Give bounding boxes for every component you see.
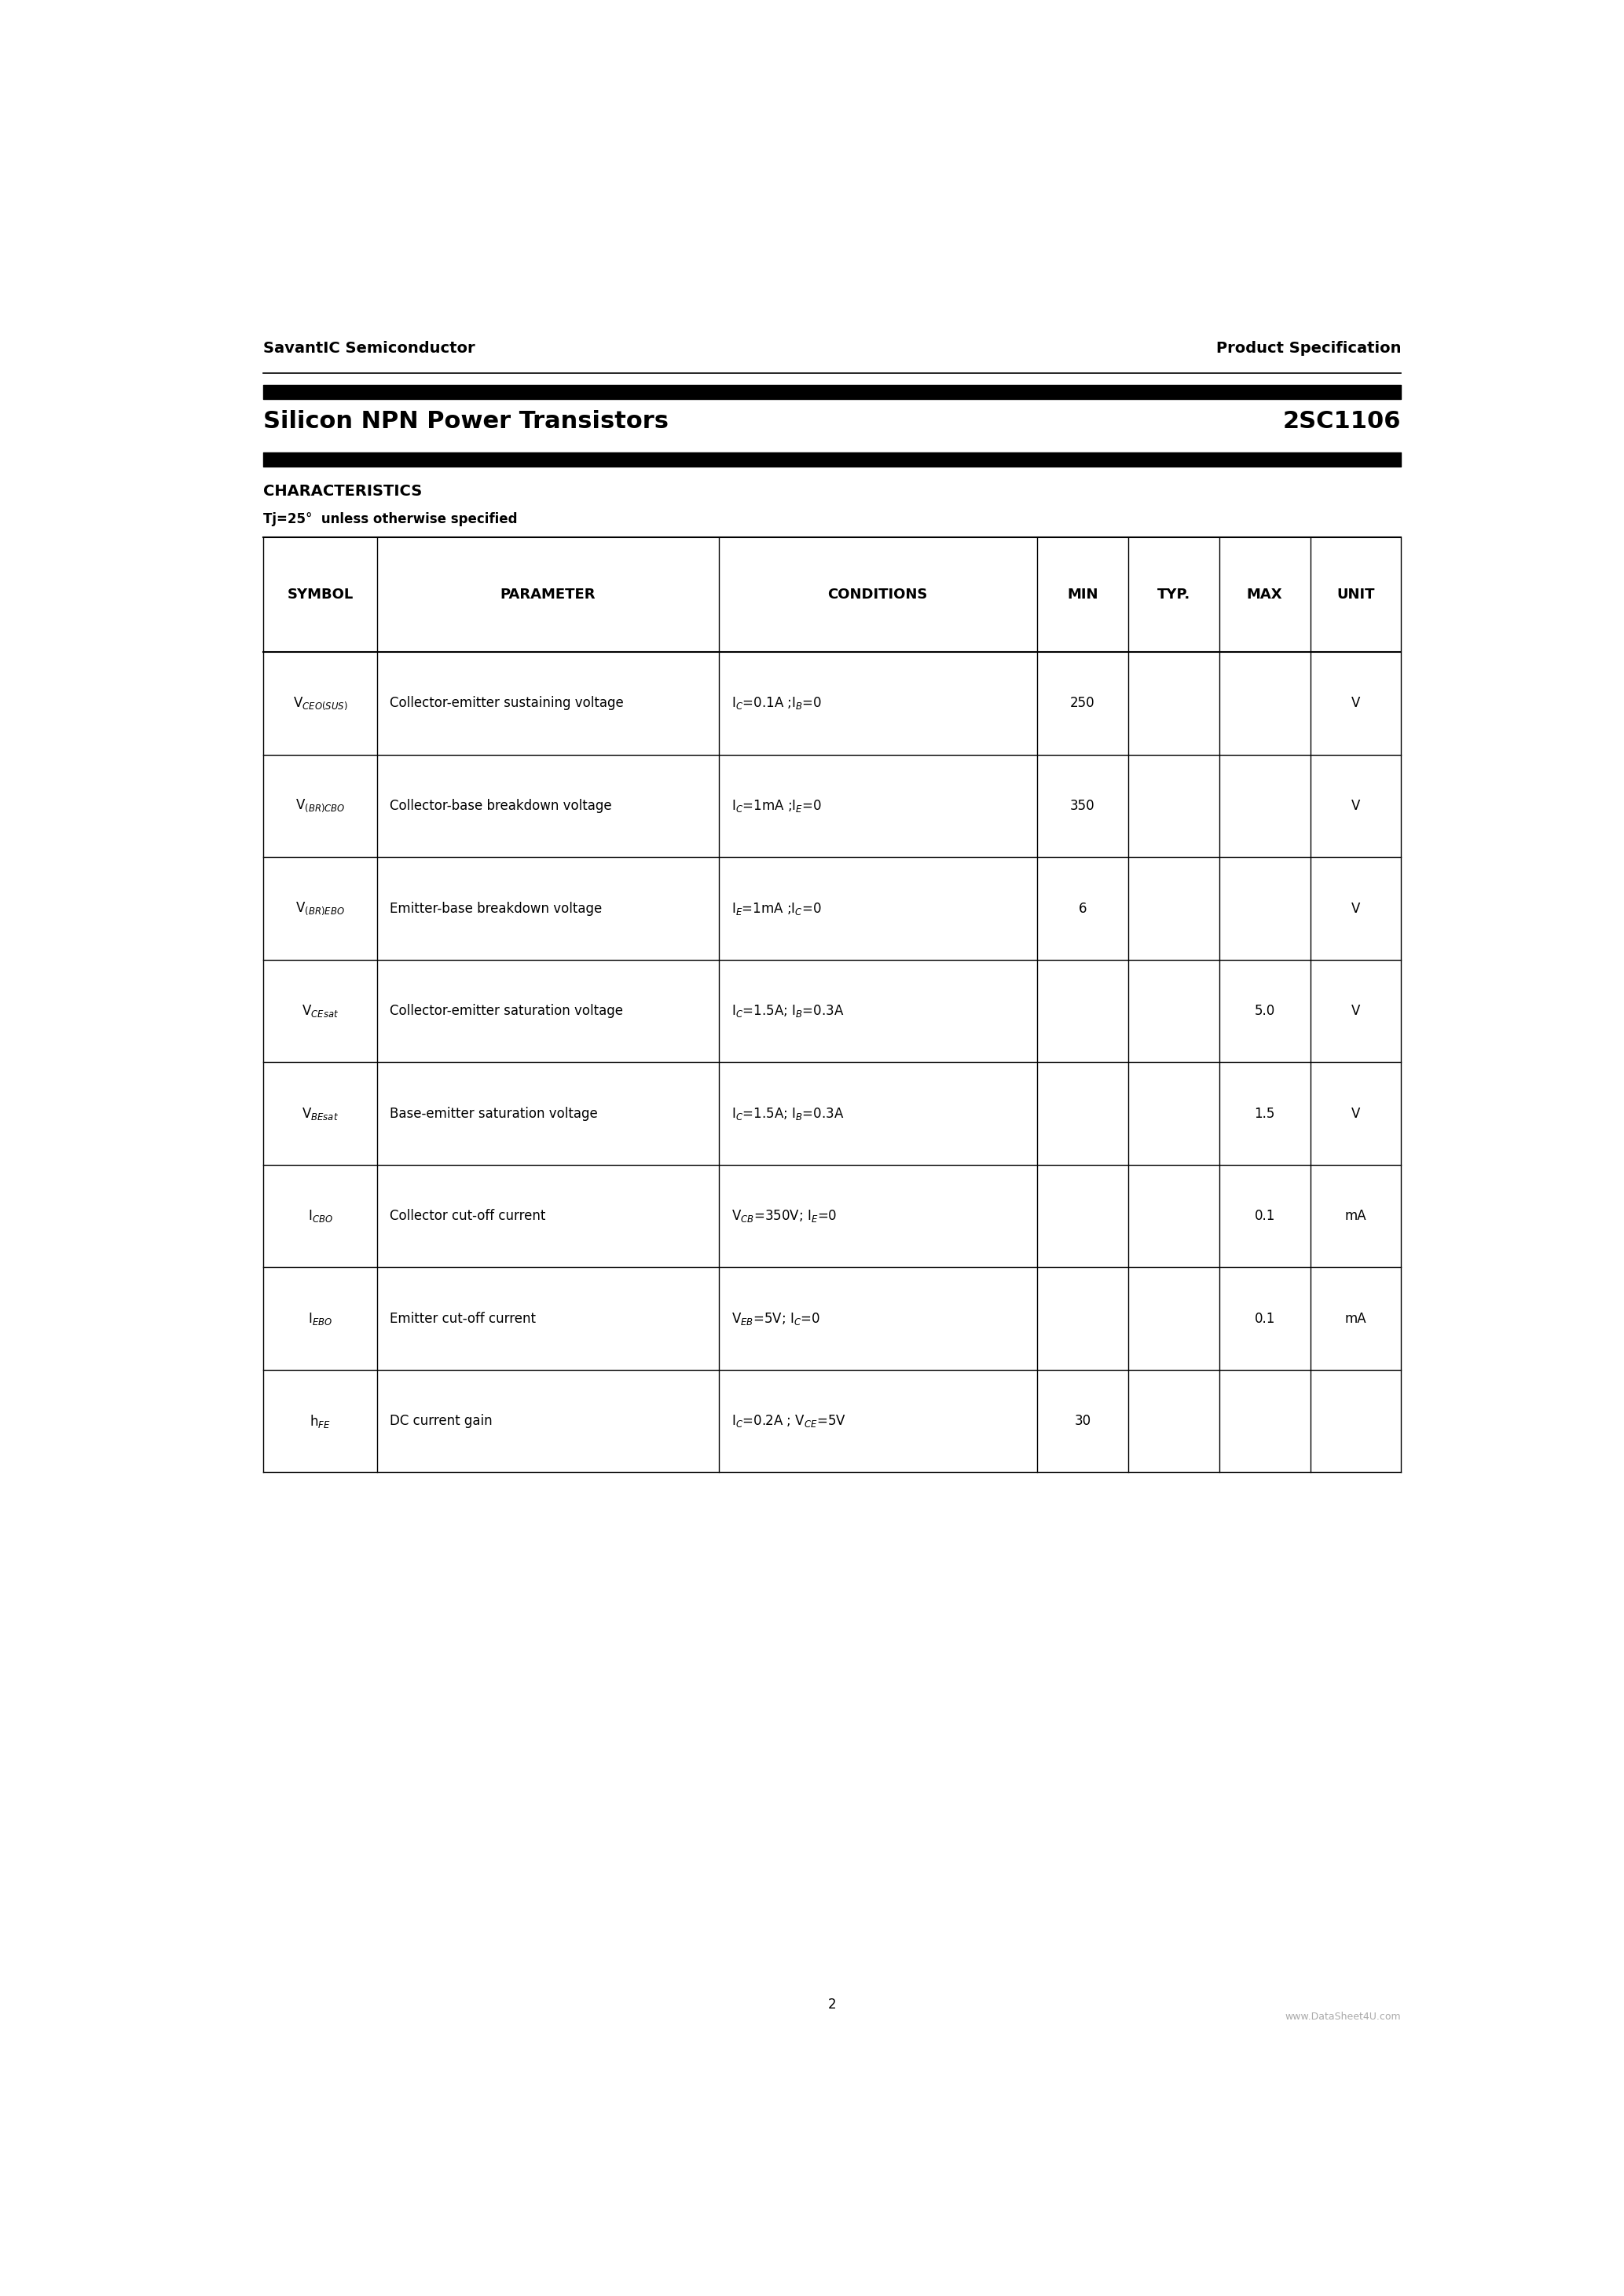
Text: 30: 30: [1075, 1414, 1091, 1428]
Text: Collector-base breakdown voltage: Collector-base breakdown voltage: [390, 799, 612, 813]
Text: V$_{CEO(SUS)}$: V$_{CEO(SUS)}$: [292, 696, 348, 712]
Text: V: V: [1351, 1003, 1361, 1017]
Text: V: V: [1351, 799, 1361, 813]
Text: Emitter cut-off current: Emitter cut-off current: [390, 1311, 536, 1325]
Text: 0.1: 0.1: [1254, 1311, 1275, 1325]
Text: Silicon NPN Power Transistors: Silicon NPN Power Transistors: [263, 411, 669, 432]
Text: Collector-emitter sustaining voltage: Collector-emitter sustaining voltage: [390, 696, 624, 709]
Text: 5.0: 5.0: [1254, 1003, 1275, 1017]
Text: www.DataSheet4U.com: www.DataSheet4U.com: [1285, 2011, 1402, 2023]
Text: V$_{CEsat}$: V$_{CEsat}$: [302, 1003, 339, 1019]
Text: 1.5: 1.5: [1254, 1107, 1275, 1120]
Text: Tj=25°  unless otherwise specified: Tj=25° unless otherwise specified: [263, 512, 518, 526]
Text: MAX: MAX: [1247, 588, 1283, 602]
Text: mA: mA: [1345, 1210, 1366, 1224]
Text: I$_{C}$=0.2A ; V$_{CE}$=5V: I$_{C}$=0.2A ; V$_{CE}$=5V: [731, 1414, 846, 1428]
Text: V$_{BEsat}$: V$_{BEsat}$: [302, 1107, 339, 1120]
Text: CONDITIONS: CONDITIONS: [828, 588, 927, 602]
Text: V$_{(BR)EBO}$: V$_{(BR)EBO}$: [296, 900, 344, 916]
Text: I$_{C}$=1.5A; I$_{B}$=0.3A: I$_{C}$=1.5A; I$_{B}$=0.3A: [731, 1003, 844, 1019]
Text: MIN: MIN: [1067, 588, 1098, 602]
Text: mA: mA: [1345, 1311, 1366, 1325]
Text: SavantIC Semiconductor: SavantIC Semiconductor: [263, 340, 476, 356]
Text: 2: 2: [828, 1998, 836, 2011]
Text: V: V: [1351, 696, 1361, 709]
Text: 350: 350: [1070, 799, 1095, 813]
Text: I$_{EBO}$: I$_{EBO}$: [309, 1311, 333, 1327]
Text: V: V: [1351, 902, 1361, 916]
Text: UNIT: UNIT: [1337, 588, 1376, 602]
Text: I$_{C}$=1mA ;I$_{E}$=0: I$_{C}$=1mA ;I$_{E}$=0: [731, 799, 822, 813]
Text: Product Specification: Product Specification: [1216, 340, 1402, 356]
Text: 6: 6: [1078, 902, 1086, 916]
Text: I$_{CBO}$: I$_{CBO}$: [309, 1208, 333, 1224]
Text: V$_{EB}$=5V; I$_{C}$=0: V$_{EB}$=5V; I$_{C}$=0: [731, 1311, 820, 1327]
Text: I$_{C}$=0.1A ;I$_{B}$=0: I$_{C}$=0.1A ;I$_{B}$=0: [731, 696, 822, 712]
Text: Collector-emitter saturation voltage: Collector-emitter saturation voltage: [390, 1003, 624, 1017]
Text: I$_{E}$=1mA ;I$_{C}$=0: I$_{E}$=1mA ;I$_{C}$=0: [731, 900, 822, 916]
Text: SYMBOL: SYMBOL: [287, 588, 354, 602]
Text: CHARACTERISTICS: CHARACTERISTICS: [263, 484, 422, 498]
Text: DC current gain: DC current gain: [390, 1414, 492, 1428]
Text: PARAMETER: PARAMETER: [500, 588, 596, 602]
Text: TYP.: TYP.: [1156, 588, 1190, 602]
Text: 2SC1106: 2SC1106: [1283, 411, 1402, 432]
Text: V$_{CB}$=350V; I$_{E}$=0: V$_{CB}$=350V; I$_{E}$=0: [731, 1208, 836, 1224]
Text: V$_{(BR)CBO}$: V$_{(BR)CBO}$: [296, 797, 346, 815]
Text: V: V: [1351, 1107, 1361, 1120]
Text: Emitter-base breakdown voltage: Emitter-base breakdown voltage: [390, 902, 603, 916]
Text: Collector cut-off current: Collector cut-off current: [390, 1210, 546, 1224]
Text: 250: 250: [1070, 696, 1095, 709]
Text: h$_{FE}$: h$_{FE}$: [310, 1412, 331, 1430]
Text: I$_{C}$=1.5A; I$_{B}$=0.3A: I$_{C}$=1.5A; I$_{B}$=0.3A: [731, 1107, 844, 1120]
Text: Base-emitter saturation voltage: Base-emitter saturation voltage: [390, 1107, 598, 1120]
Text: 0.1: 0.1: [1254, 1210, 1275, 1224]
